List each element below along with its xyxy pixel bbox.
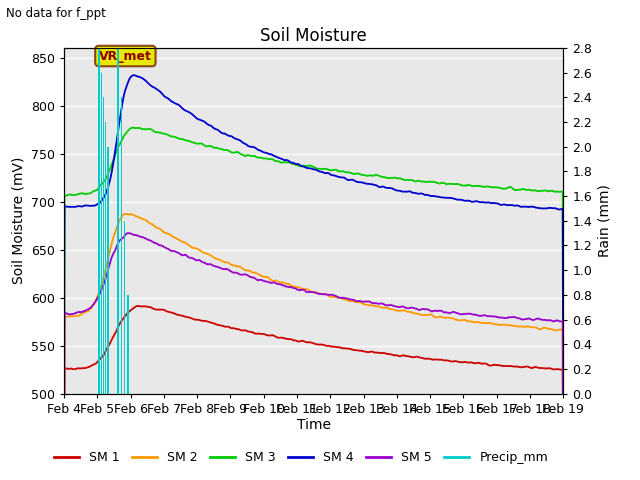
Text: No data for f_ppt: No data for f_ppt [6, 7, 106, 20]
Bar [117, 48, 118, 394]
Title: Soil Moisture: Soil Moisture [260, 27, 367, 45]
Bar [100, 72, 102, 394]
Y-axis label: Rain (mm): Rain (mm) [598, 184, 612, 257]
Bar [124, 221, 125, 394]
Bar [108, 147, 109, 394]
Y-axis label: Soil Moisture (mV): Soil Moisture (mV) [12, 157, 26, 285]
Bar [105, 122, 106, 394]
Bar [120, 97, 122, 394]
Bar [127, 295, 129, 394]
Text: VR_met: VR_met [99, 49, 152, 62]
Bar [102, 97, 104, 394]
Bar [99, 48, 100, 394]
Legend: SM 1, SM 2, SM 3, SM 4, SM 5, Precip_mm: SM 1, SM 2, SM 3, SM 4, SM 5, Precip_mm [49, 446, 553, 469]
X-axis label: Time: Time [296, 419, 331, 432]
